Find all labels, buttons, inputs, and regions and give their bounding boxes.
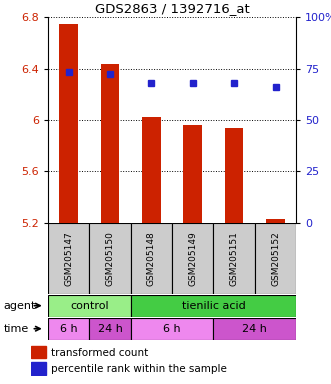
Text: tienilic acid: tienilic acid — [182, 301, 245, 311]
Bar — [213, 223, 255, 294]
Title: GDS2863 / 1392716_at: GDS2863 / 1392716_at — [95, 2, 250, 15]
Bar — [48, 295, 131, 317]
Bar — [131, 295, 296, 317]
Text: control: control — [70, 301, 109, 311]
Bar — [266, 219, 285, 223]
Bar — [101, 63, 119, 223]
Text: time: time — [3, 324, 28, 334]
Text: agent: agent — [3, 301, 36, 311]
Bar — [48, 223, 89, 294]
Text: GSM205148: GSM205148 — [147, 231, 156, 286]
Text: GSM205147: GSM205147 — [64, 231, 73, 286]
Bar — [183, 125, 202, 223]
Bar — [255, 223, 296, 294]
Text: GSM205150: GSM205150 — [106, 231, 115, 286]
Text: 6 h: 6 h — [163, 324, 181, 334]
Bar — [31, 346, 46, 358]
Text: transformed count: transformed count — [51, 348, 149, 358]
Bar — [31, 362, 46, 375]
Text: 24 h: 24 h — [98, 324, 122, 334]
Bar — [89, 223, 131, 294]
Text: 6 h: 6 h — [60, 324, 77, 334]
Text: GSM205149: GSM205149 — [188, 231, 197, 286]
Text: GSM205151: GSM205151 — [230, 231, 239, 286]
Text: 24 h: 24 h — [242, 324, 267, 334]
Bar — [59, 24, 78, 223]
Text: GSM205152: GSM205152 — [271, 231, 280, 286]
Bar — [225, 128, 244, 223]
Bar — [48, 318, 89, 340]
Bar — [142, 118, 161, 223]
Bar — [172, 223, 213, 294]
Bar — [89, 318, 131, 340]
Bar — [131, 318, 213, 340]
Bar — [131, 223, 172, 294]
Text: percentile rank within the sample: percentile rank within the sample — [51, 364, 227, 374]
Bar — [213, 318, 296, 340]
